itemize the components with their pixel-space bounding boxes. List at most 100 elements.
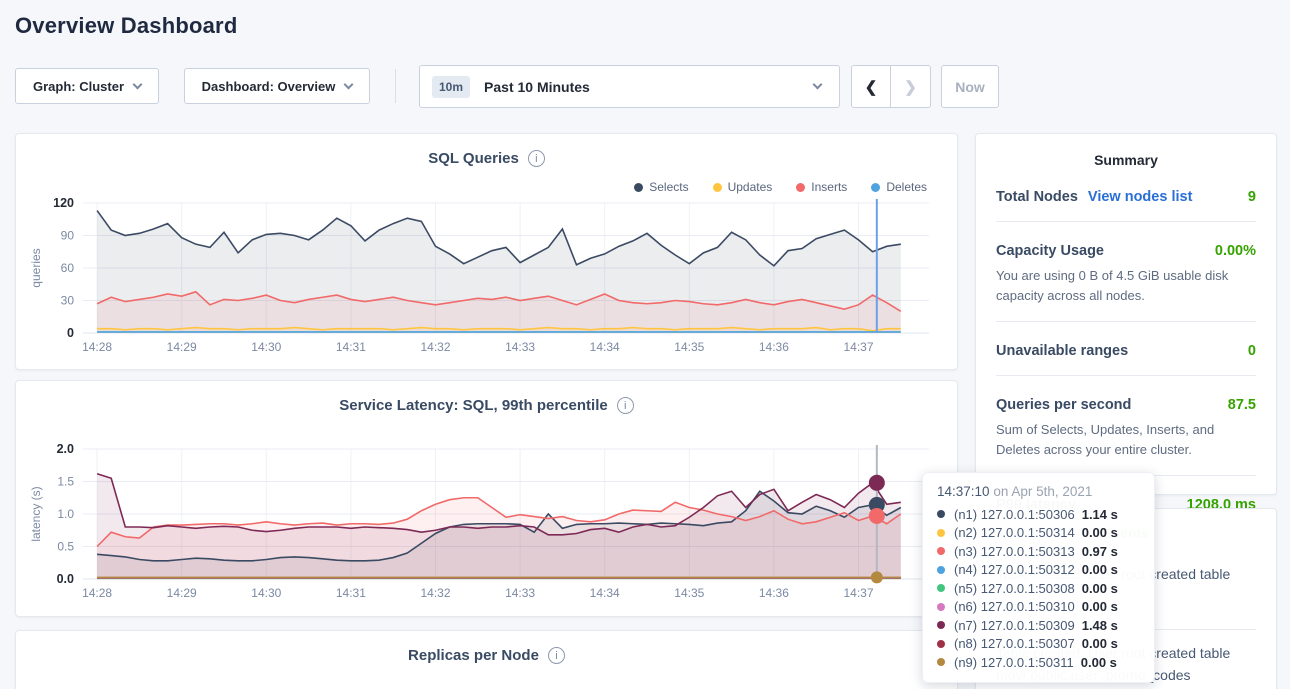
legend-dot-icon bbox=[634, 183, 643, 192]
qps-label: Queries per second bbox=[996, 397, 1131, 413]
svg-text:14:29: 14:29 bbox=[167, 586, 197, 600]
unavailable-ranges-label: Unavailable ranges bbox=[996, 343, 1128, 359]
svg-text:14:31: 14:31 bbox=[336, 586, 366, 600]
node-latency-value: 1.48 s bbox=[1082, 618, 1118, 633]
time-range-badge: 10m bbox=[432, 76, 470, 98]
svg-text:14:35: 14:35 bbox=[674, 586, 704, 600]
svg-text:30: 30 bbox=[61, 294, 75, 308]
node-color-dot-icon bbox=[937, 584, 945, 592]
svg-text:14:32: 14:32 bbox=[420, 340, 450, 354]
toolbar-divider bbox=[395, 69, 396, 103]
svg-text:queries: queries bbox=[29, 248, 43, 287]
node-color-dot-icon bbox=[937, 547, 945, 555]
svg-text:0.5: 0.5 bbox=[57, 540, 74, 554]
svg-text:1.0: 1.0 bbox=[57, 507, 74, 521]
time-range-dropdown[interactable]: 10m Past 10 Minutes bbox=[419, 65, 840, 108]
total-nodes-value: 9 bbox=[1248, 189, 1256, 205]
node-color-dot-icon bbox=[937, 621, 945, 629]
info-icon[interactable]: i bbox=[528, 150, 545, 167]
svg-text:latency (s): latency (s) bbox=[29, 486, 43, 541]
chart-title: Service Latency: SQL, 99th percentile bbox=[339, 397, 607, 414]
node-color-dot-icon bbox=[937, 529, 945, 537]
node-address: (n3) 127.0.0.1:50313 bbox=[954, 544, 1075, 559]
graph-dropdown[interactable]: Graph: Cluster bbox=[15, 68, 159, 104]
time-prev-button[interactable]: ❮ bbox=[851, 65, 891, 108]
info-icon[interactable]: i bbox=[617, 397, 634, 414]
time-next-button[interactable]: ❯ bbox=[891, 65, 931, 108]
legend-label: Selects bbox=[649, 180, 688, 194]
legend-label: Inserts bbox=[811, 180, 847, 194]
qps-value: 87.5 bbox=[1228, 397, 1256, 413]
svg-text:1.5: 1.5 bbox=[57, 475, 74, 489]
view-nodes-list-link[interactable]: View nodes list bbox=[1088, 189, 1193, 205]
legend-item[interactable]: Inserts bbox=[796, 180, 847, 194]
latency-panel: 0.00.51.01.52.014:2814:2914:3014:3114:32… bbox=[15, 380, 958, 617]
qps-caption: Sum of Selects, Updates, Inserts, and De… bbox=[996, 420, 1256, 459]
tooltip-node-row: (n8) 127.0.0.1:503070.00 s bbox=[937, 635, 1140, 654]
summary-row-capacity: Capacity Usage 0.00% bbox=[996, 243, 1256, 259]
svg-text:120: 120 bbox=[53, 196, 74, 210]
svg-text:14:36: 14:36 bbox=[759, 586, 789, 600]
svg-text:14:35: 14:35 bbox=[674, 340, 704, 354]
now-button[interactable]: Now bbox=[941, 65, 999, 108]
chevron-down-icon bbox=[344, 79, 354, 89]
node-address: (n4) 127.0.0.1:50312 bbox=[954, 562, 1075, 577]
total-nodes-label: Total Nodes bbox=[996, 189, 1078, 205]
chevron-down-icon bbox=[813, 80, 823, 90]
node-latency-value: 0.00 s bbox=[1082, 636, 1118, 651]
time-nav-group: ❮ ❯ bbox=[851, 65, 931, 108]
svg-text:14:28: 14:28 bbox=[82, 586, 112, 600]
node-color-dot-icon bbox=[937, 603, 945, 611]
sql-queries-panel: 030609012014:2814:2914:3014:3114:3214:33… bbox=[15, 133, 958, 370]
svg-text:14:30: 14:30 bbox=[251, 586, 281, 600]
svg-text:60: 60 bbox=[61, 261, 75, 275]
time-range-label: Past 10 Minutes bbox=[484, 79, 590, 95]
node-address: (n5) 127.0.0.1:50308 bbox=[954, 581, 1075, 596]
svg-text:14:33: 14:33 bbox=[505, 340, 535, 354]
svg-text:14:28: 14:28 bbox=[82, 340, 112, 354]
node-color-dot-icon bbox=[937, 510, 945, 518]
tooltip-node-row: (n4) 127.0.0.1:50312 0.00 s bbox=[937, 561, 1140, 580]
node-address: (n9) 127.0.0.1:50311 bbox=[954, 655, 1074, 670]
node-latency-value: 0.00 s bbox=[1082, 599, 1118, 614]
summary-row-total-nodes: Total Nodes View nodes list 9 bbox=[996, 189, 1256, 205]
svg-text:14:30: 14:30 bbox=[251, 340, 281, 354]
legend-item[interactable]: Updates bbox=[713, 180, 773, 194]
node-latency-value: 0.00 s bbox=[1082, 562, 1118, 577]
svg-text:0.0: 0.0 bbox=[57, 572, 74, 586]
svg-text:14:34: 14:34 bbox=[590, 586, 620, 600]
svg-text:14:31: 14:31 bbox=[336, 340, 366, 354]
tooltip-time: 14:37:10 bbox=[937, 484, 990, 499]
divider bbox=[996, 221, 1256, 222]
summary-title: Summary bbox=[976, 134, 1276, 168]
tooltip-node-row: (n7) 127.0.0.1:503091.48 s bbox=[937, 616, 1140, 635]
legend-item[interactable]: Deletes bbox=[871, 180, 927, 194]
svg-text:14:36: 14:36 bbox=[759, 340, 789, 354]
dashboard-dropdown[interactable]: Dashboard: Overview bbox=[184, 68, 370, 104]
node-address: (n6) 127.0.0.1:50310 bbox=[954, 599, 1075, 614]
summary-panel: Summary Total Nodes View nodes list 9 Ca… bbox=[975, 133, 1277, 495]
svg-text:14:34: 14:34 bbox=[590, 340, 620, 354]
node-latency-value: 0.00 s bbox=[1082, 525, 1118, 540]
chevron-down-icon bbox=[133, 79, 143, 89]
capacity-label: Capacity Usage bbox=[996, 243, 1104, 259]
tooltip-node-row: (n6) 127.0.0.1:50310 0.00 s bbox=[937, 598, 1140, 617]
latency-hover-tooltip: 14:37:10 on Apr 5th, 2021 (n1) 127.0.0.1… bbox=[922, 472, 1155, 683]
legend-dot-icon bbox=[796, 183, 805, 192]
latency-tooltip-rows: (n1) 127.0.0.1:503061.14 s(n2) 127.0.0.1… bbox=[937, 505, 1140, 672]
summary-row-unavailable: Unavailable ranges 0 bbox=[996, 343, 1256, 359]
latency-chart[interactable]: 0.00.51.01.52.014:2814:2914:3014:3114:32… bbox=[16, 381, 959, 618]
tooltip-timestamp: 14:37:10 on Apr 5th, 2021 bbox=[937, 484, 1140, 499]
tooltip-node-row: (n2) 127.0.0.1:503140.00 s bbox=[937, 524, 1140, 543]
legend-label: Deletes bbox=[886, 180, 927, 194]
svg-text:90: 90 bbox=[61, 229, 75, 243]
node-address: (n1) 127.0.0.1:50306 bbox=[954, 507, 1075, 522]
info-icon[interactable]: i bbox=[548, 647, 565, 664]
svg-text:2.0: 2.0 bbox=[57, 442, 74, 456]
tooltip-node-row: (n9) 127.0.0.1:503110.00 s bbox=[937, 653, 1140, 672]
sql-queries-chart[interactable]: 030609012014:2814:2914:3014:3114:3214:33… bbox=[16, 134, 959, 371]
tooltip-node-row: (n3) 127.0.0.1:503130.97 s bbox=[937, 542, 1140, 561]
node-color-dot-icon bbox=[937, 566, 945, 574]
legend-item[interactable]: Selects bbox=[634, 180, 688, 194]
divider bbox=[996, 375, 1256, 376]
